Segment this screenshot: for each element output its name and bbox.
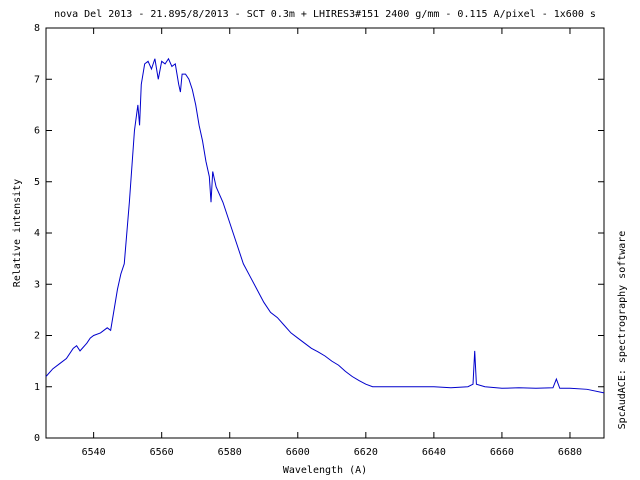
x-tick-label: 6640 [422, 447, 446, 458]
y-tick-label: 5 [34, 177, 40, 188]
x-axis-label: Wavelength (A) [283, 465, 367, 476]
x-tick-label: 6600 [286, 447, 310, 458]
x-tick-label: 6560 [150, 447, 174, 458]
y-tick-label: 3 [34, 279, 40, 290]
y-tick-label: 1 [34, 382, 40, 393]
y-tick-label: 2 [34, 331, 40, 342]
y-tick-label: 6 [34, 126, 40, 137]
y-tick-label: 8 [34, 23, 40, 34]
y-tick-label: 0 [34, 433, 40, 444]
spectrum-line [45, 57, 605, 394]
y-tick-label: 4 [34, 228, 40, 239]
y-tick-label: 7 [34, 74, 40, 85]
x-tick-label: 6540 [82, 447, 106, 458]
y-axis-label: Relative intensity [12, 179, 23, 287]
x-tick-label: 6680 [558, 447, 582, 458]
chart-title: nova Del 2013 - 21.895/8/2013 - SCT 0.3m… [54, 9, 596, 20]
annotation: SpcAudACE: spectrography software [617, 231, 628, 430]
x-tick-label: 6580 [218, 447, 242, 458]
x-tick-label: 6620 [354, 447, 378, 458]
x-tick-label: 6660 [490, 447, 514, 458]
